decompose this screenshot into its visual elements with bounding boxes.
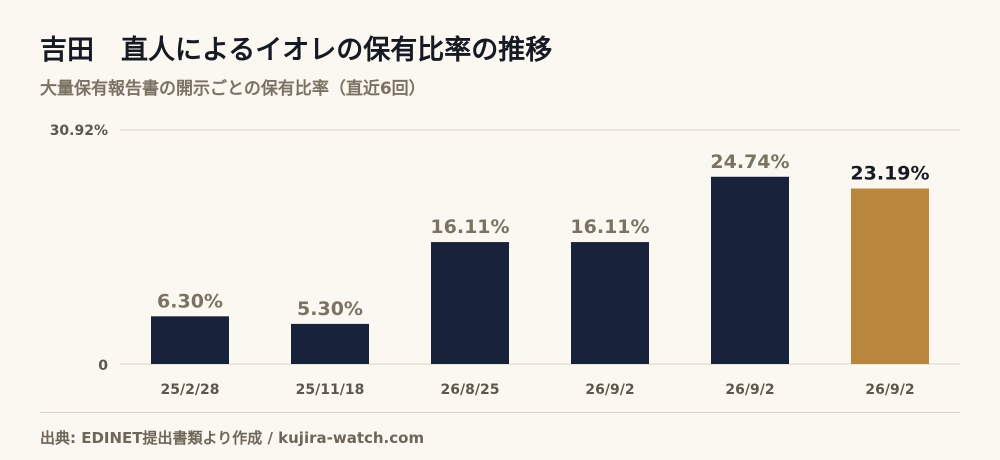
bar-value-label-2: 5.30% — [297, 298, 363, 320]
bar-3 — [431, 242, 509, 364]
x-tick-label-1: 25/2/28 — [161, 382, 220, 398]
bar-6 — [851, 188, 929, 364]
chart-title: 吉田 直人によるイオレの保有比率の推移 — [40, 35, 553, 66]
bar-4 — [571, 242, 649, 364]
bar-value-label-3: 16.11% — [430, 216, 509, 238]
bar-2 — [291, 323, 369, 364]
bar-chart: 0 30.92% 6.30% 25/2/28 5.30% 25/11/18 16.11% 26… — [50, 123, 960, 398]
y-tick-label-min: 0 — [98, 358, 108, 374]
bar-5 — [711, 176, 789, 364]
bar-value-label-6: 23.19% — [850, 163, 929, 185]
x-tick-label-6: 26/9/2 — [865, 382, 914, 398]
x-tick-label-5: 26/9/2 — [725, 382, 774, 398]
chart-subtitle: 大量保有報告書の開示ごとの保有比率（直近6回） — [40, 79, 426, 99]
bar-value-label-1: 6.30% — [157, 290, 223, 312]
source-note: 出典: EDINET提出書類より作成 / kujira-watch.com — [40, 429, 425, 447]
bar-value-label-5: 24.74% — [710, 151, 789, 173]
footer-divider — [40, 412, 960, 413]
x-tick-label-3: 26/8/25 — [441, 382, 500, 398]
x-tick-label-2: 25/11/18 — [296, 382, 365, 398]
y-tick-label-max: 30.92% — [50, 123, 108, 139]
bar-value-label-4: 16.11% — [570, 216, 649, 238]
x-tick-label-4: 26/9/2 — [585, 382, 634, 398]
bar-1 — [151, 316, 229, 364]
